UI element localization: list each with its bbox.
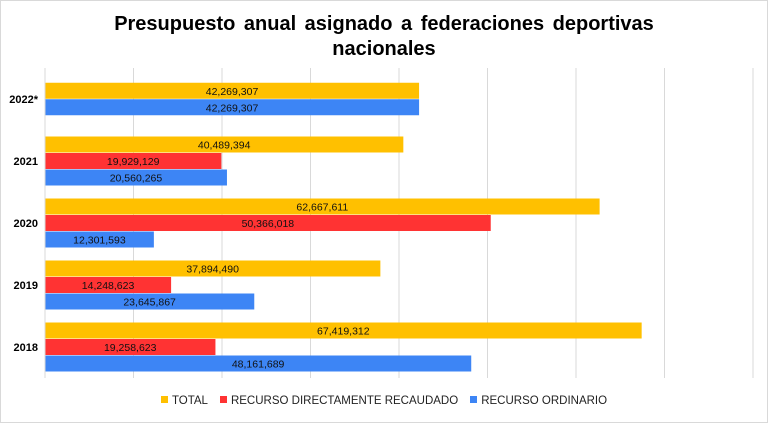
bar xyxy=(45,82,420,99)
data-label: 62,667,611 xyxy=(296,202,348,214)
bar xyxy=(45,169,227,186)
data-label: 23,645,867 xyxy=(123,297,176,309)
bar xyxy=(45,277,172,293)
data-label: 14,248,623 xyxy=(82,280,135,292)
legend-item: RECURSO ORDINARIO xyxy=(470,395,607,407)
data-label: 20,560,265 xyxy=(110,173,163,185)
legend-label: RECURSO DIRECTAMENTE RECAUDADO xyxy=(230,395,459,407)
data-label: 19,929,129 xyxy=(107,156,160,168)
legend-swatch xyxy=(219,396,227,404)
data-label: 40,489,394 xyxy=(198,140,251,152)
legend-item: TOTAL xyxy=(160,395,208,407)
category-label: 2019 xyxy=(14,280,38,292)
bar xyxy=(45,293,255,310)
data-label: 67,419,312 xyxy=(317,326,370,338)
data-label: 48,161,689 xyxy=(232,359,285,371)
category-label: 2022* xyxy=(9,94,38,106)
bar xyxy=(45,136,404,153)
category-label: 2020 xyxy=(14,218,38,230)
bar xyxy=(45,355,472,372)
bar xyxy=(45,260,381,277)
legend-swatch xyxy=(160,396,168,404)
category-label: 2021 xyxy=(14,156,38,168)
bar xyxy=(45,153,222,169)
legend-label: TOTAL xyxy=(171,395,208,407)
legend-label: RECURSO ORDINARIO xyxy=(481,395,608,407)
bar xyxy=(45,322,642,339)
chart-legend: TOTAL RECURSO DIRECTAMENTE RECAUDADO RECUR… xyxy=(0,395,768,407)
legend-item: RECURSO DIRECTAMENTE RECAUDADO xyxy=(219,395,459,407)
data-label: 50,366,018 xyxy=(242,218,295,230)
chart-title: Presupuesto anual asignado a federacione… xyxy=(114,13,654,60)
data-label: 37,894,490 xyxy=(186,264,239,276)
data-label: 42,269,307 xyxy=(206,102,259,114)
data-label: 42,269,307 xyxy=(206,86,259,98)
bar xyxy=(45,99,420,116)
bar xyxy=(45,215,491,231)
data-label: 19,258,623 xyxy=(104,342,157,354)
data-label: 12,301,593 xyxy=(73,235,126,247)
category-label: 2018 xyxy=(14,342,38,354)
bar xyxy=(45,339,216,355)
bar xyxy=(45,231,154,248)
legend-swatch xyxy=(470,396,478,404)
bar xyxy=(45,198,600,215)
